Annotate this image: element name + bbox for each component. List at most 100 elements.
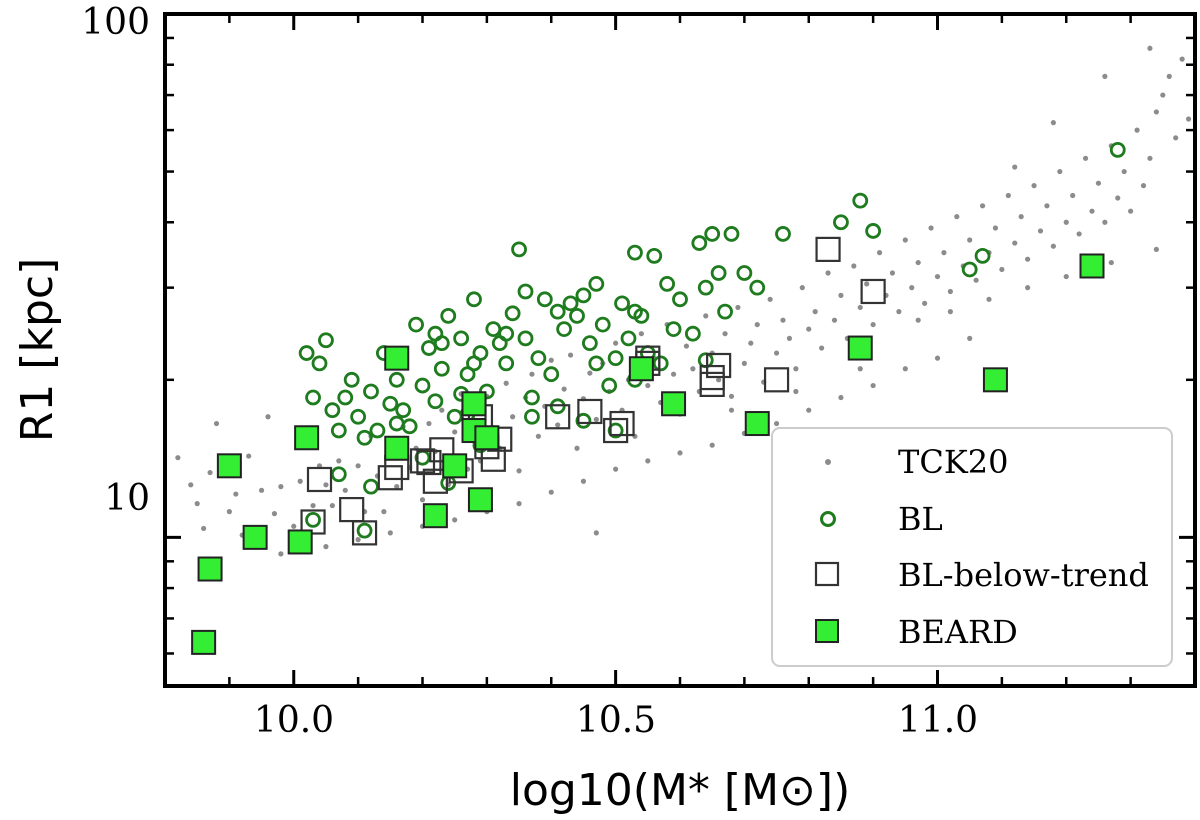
bl-point	[311, 355, 328, 372]
bl-point	[736, 265, 753, 281]
tck20-point	[1082, 155, 1089, 161]
tck20-point	[355, 537, 361, 543]
bl-point	[414, 377, 431, 394]
bl-point	[466, 291, 482, 308]
bl-point	[330, 466, 347, 483]
tck20-point	[709, 442, 715, 448]
beard-point	[384, 345, 410, 371]
bl-point	[350, 408, 367, 425]
bl-point	[440, 307, 457, 324]
tck20-point	[934, 355, 941, 361]
legend-label-tck20: TCK20	[898, 443, 1008, 481]
bl-point	[363, 383, 379, 400]
bl-below-trend-point	[339, 496, 365, 523]
tck20-point	[1050, 243, 1056, 249]
tck20-point	[439, 407, 445, 413]
legend-label-bl-below-trend: BL-below-trend	[898, 556, 1149, 594]
bl-point	[324, 402, 341, 419]
tck20-point	[1173, 135, 1179, 141]
tck20-point	[670, 371, 677, 377]
tck20-point	[1018, 214, 1024, 220]
legend-label-beard: BEARD	[898, 613, 1018, 651]
tck20-point	[188, 482, 194, 488]
bl-below-trend-point	[416, 449, 442, 476]
tck20-point	[1057, 168, 1063, 175]
bl-point	[427, 325, 444, 342]
tck20-point	[1102, 219, 1108, 225]
tck20-point	[394, 484, 400, 490]
tck20-point	[677, 450, 683, 456]
legend-marker-tck20	[825, 459, 831, 465]
tck20-point	[535, 433, 541, 439]
tck20-point	[548, 357, 554, 363]
bl-below-trend-point	[545, 404, 571, 430]
tck20-point	[1153, 109, 1159, 115]
tck20-point	[851, 263, 857, 269]
tck20-point	[838, 394, 844, 401]
tck20-point	[979, 203, 986, 209]
tck20-point	[722, 331, 728, 337]
tck20-point	[831, 317, 838, 323]
tck20-point	[613, 340, 619, 346]
bl-below-trend-point	[422, 468, 448, 494]
tck20-point	[510, 414, 516, 420]
tck20-point	[864, 281, 870, 287]
tck20-point	[336, 458, 342, 464]
tck20-point	[323, 544, 329, 550]
tck20-point	[1076, 231, 1082, 237]
tck20-point	[555, 422, 561, 428]
tck20-point	[954, 214, 960, 220]
tck20-point	[207, 469, 213, 476]
bl-below-trend-point	[860, 278, 886, 305]
tck20-point	[690, 366, 696, 372]
tck20-point	[645, 458, 651, 464]
tck20-point	[1179, 56, 1185, 62]
tck20-point	[561, 386, 567, 392]
tck20-point	[934, 273, 941, 280]
tck20-point	[381, 509, 387, 515]
bl-point	[601, 377, 618, 394]
tck20-point	[1115, 195, 1121, 201]
beard-point	[474, 425, 500, 451]
bl-point	[710, 265, 727, 281]
tck20-point	[548, 489, 554, 495]
tck20-point	[1153, 246, 1159, 252]
bl-point	[652, 355, 669, 372]
bl-point	[517, 283, 534, 300]
tck20-point	[246, 453, 252, 459]
tck20-point	[806, 407, 812, 413]
bl-below-trend-point	[377, 465, 403, 491]
tck20-point	[638, 331, 644, 337]
tck20-point	[1128, 208, 1134, 214]
bl-point	[369, 422, 386, 439]
bl-point	[530, 350, 547, 367]
tck20-point	[587, 370, 593, 376]
tck20-point	[1025, 256, 1031, 262]
bl-point	[517, 330, 534, 347]
bl-point	[775, 226, 791, 242]
tck20-point	[213, 420, 220, 427]
tck20-point	[613, 466, 619, 472]
tck20-point	[265, 414, 271, 420]
tck20-point	[233, 491, 239, 497]
bl-below-trend-point	[699, 371, 725, 398]
tck20-point	[1147, 155, 1153, 161]
bl-point	[865, 223, 882, 239]
tck20-point	[1108, 259, 1114, 266]
beard-point	[287, 529, 313, 555]
tck20-point	[825, 270, 831, 276]
bl-point	[388, 371, 405, 388]
beard-point	[294, 425, 320, 451]
tck20-point	[271, 511, 278, 517]
beard-point	[191, 629, 217, 655]
tck20-point	[967, 237, 973, 243]
tck20-point	[387, 530, 393, 536]
beard-point	[847, 335, 873, 361]
tck20-point	[1185, 116, 1192, 122]
bl-point	[305, 511, 321, 528]
bl-below-trend-point	[300, 509, 326, 535]
tck20-point	[915, 259, 921, 266]
bl-point	[672, 291, 688, 308]
bl-point	[659, 275, 676, 292]
bl-point	[627, 244, 643, 261]
